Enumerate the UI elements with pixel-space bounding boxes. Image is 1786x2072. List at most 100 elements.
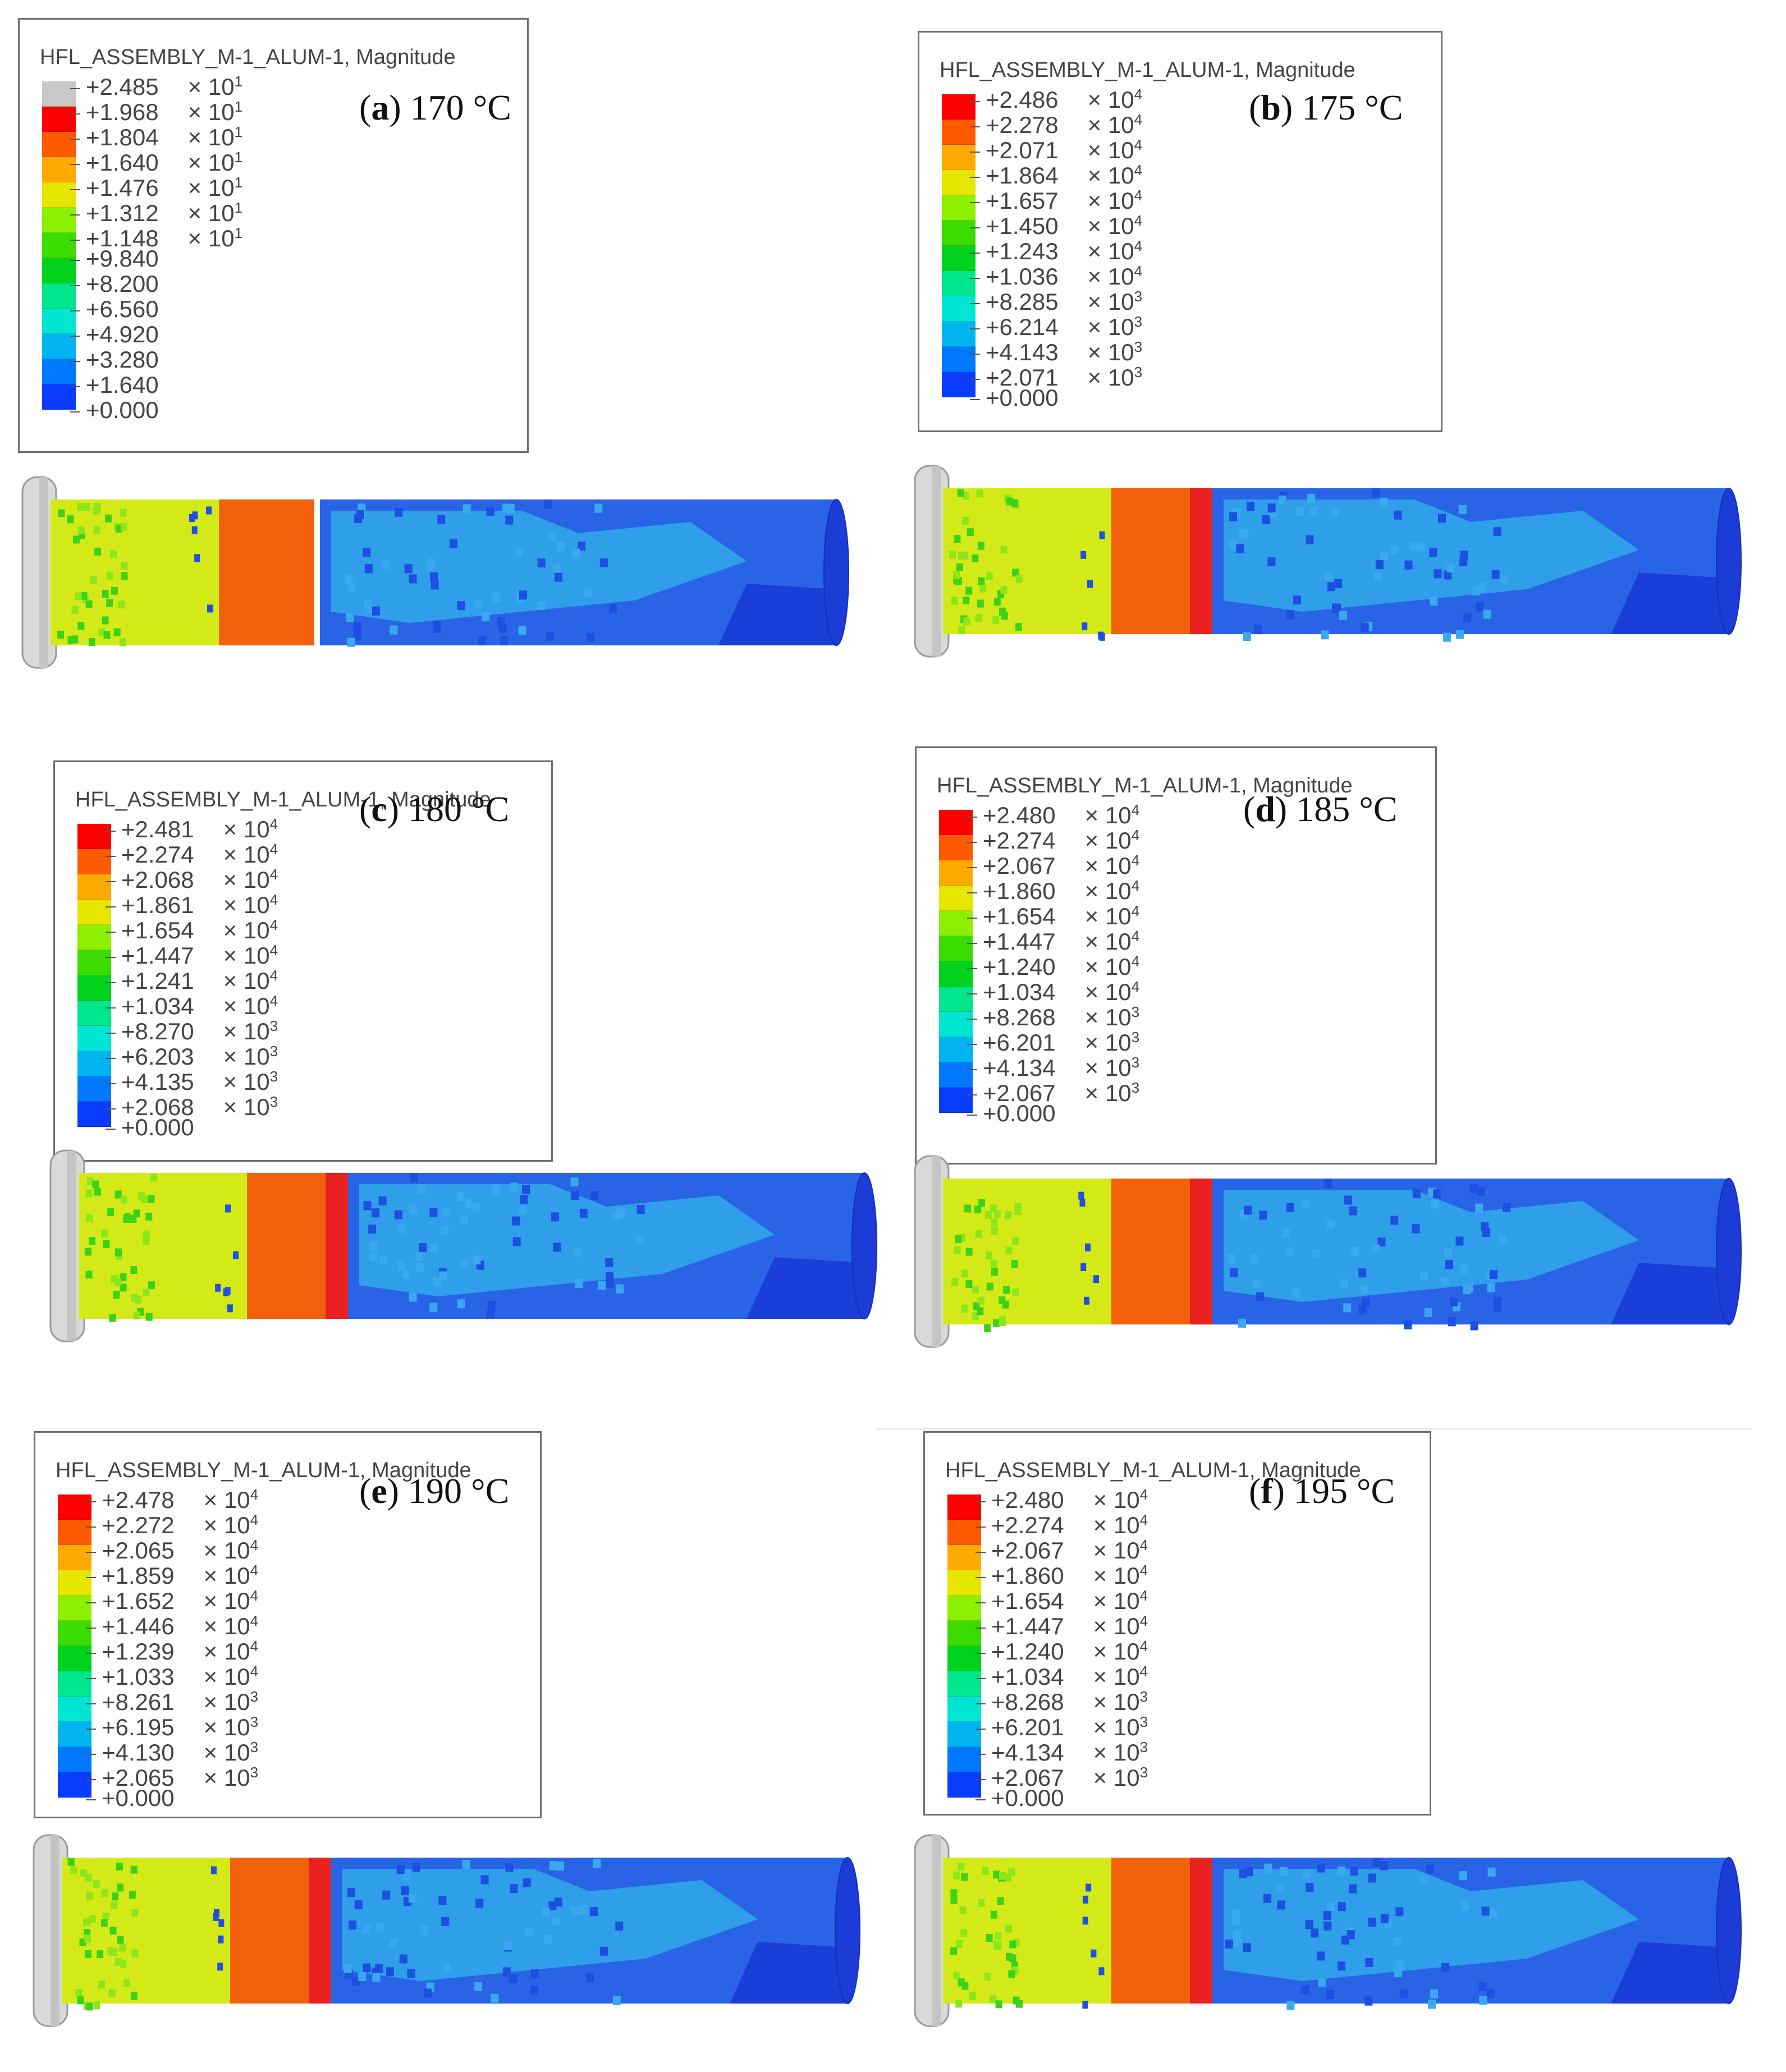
legend-number: +0.000 <box>102 1785 175 1811</box>
yellow-zone <box>943 1858 1111 2004</box>
legend-tick <box>976 1501 986 1502</box>
color-swatch <box>939 835 973 860</box>
mesh-cell <box>593 1859 601 1868</box>
mesh-cell <box>556 1862 565 1871</box>
mesh-cell <box>1323 1911 1331 1920</box>
legend-exponent: × 103 <box>1081 364 1143 391</box>
mesh-cell <box>1327 582 1335 592</box>
mesh-cell <box>1243 1943 1251 1952</box>
mesh-cell <box>412 1863 420 1872</box>
legend-number: +2.274 <box>121 841 194 868</box>
legend-tick <box>967 892 977 893</box>
mesh-cell <box>1448 1317 1456 1327</box>
mesh-cell <box>1350 1866 1358 1876</box>
legend-tick <box>967 1018 977 1020</box>
mesh-cell <box>519 590 527 600</box>
mesh-cell <box>961 1304 968 1313</box>
mesh-cell <box>1483 609 1491 619</box>
mesh-cell <box>423 1988 432 1998</box>
mesh-cell <box>88 638 95 647</box>
mesh-cell <box>93 507 100 515</box>
mesh-cell <box>1238 1318 1247 1328</box>
legend-tick <box>86 1703 96 1704</box>
legend-tick <box>106 855 116 857</box>
mesh-cell <box>117 1883 124 1892</box>
mesh-cell <box>995 1942 1002 1951</box>
panel-e: HFL_ASSEMBLY_M-1_ALUM-1, Magnitude +2.478… <box>0 1381 892 2071</box>
mesh-cell <box>990 1260 997 1268</box>
mesh-cell <box>399 1954 407 1964</box>
mesh-cell <box>1486 1989 1495 1998</box>
mesh-cell <box>1469 1184 1478 1193</box>
mesh-cell <box>438 1271 447 1281</box>
mesh-cell <box>462 1860 470 1869</box>
legend-number: +1.034 <box>121 993 194 1019</box>
color-swatch <box>942 246 976 271</box>
color-swatch <box>42 107 76 132</box>
legend-value: +1.241 × 104 <box>106 963 278 993</box>
mesh-cell <box>512 1237 521 1246</box>
mesh-cell <box>1285 1247 1294 1257</box>
mesh-cell <box>1005 1924 1013 1933</box>
legend-exponent: × 104 <box>1078 978 1140 1005</box>
mesh-cell <box>71 606 79 614</box>
mesh-cell <box>1331 508 1339 517</box>
mesh-cell <box>77 526 85 534</box>
legend-values: +2.486 × 104 +2.278 × 104 +2.071 × 104 +1.8… <box>970 82 1143 410</box>
mesh-cell <box>486 1309 494 1319</box>
legend-value: +2.067 × 104 <box>967 848 1139 878</box>
legend-tick <box>976 1576 986 1578</box>
mesh-cell <box>1431 1199 1439 1209</box>
mesh-cell <box>1404 560 1413 570</box>
legend-number: +1.447 <box>991 1613 1064 1639</box>
color-swatch <box>77 950 111 975</box>
mesh-cell <box>1399 1989 1408 1998</box>
mesh-cell <box>1445 1260 1453 1269</box>
legend-values: +2.481 × 104 +2.274 × 104 +2.068 × 104 +1.8… <box>106 812 278 1140</box>
mesh-cell <box>86 2002 93 2011</box>
mesh-cell <box>115 1958 122 1966</box>
legend-value: +4.134 × 103 <box>976 1735 1148 1765</box>
mesh-cell <box>957 489 964 497</box>
mesh-cell <box>1460 551 1468 560</box>
legend-value: +6.214 × 103 <box>970 309 1142 340</box>
mesh-cell <box>1409 542 1418 551</box>
panel-caption: (b) 175 °C <box>1249 87 1403 129</box>
legend-tick <box>976 1551 986 1553</box>
mesh-cell <box>1395 1959 1404 1969</box>
mesh-cell <box>1286 610 1295 620</box>
mesh-cell <box>1372 1244 1380 1254</box>
legend-exponent: × 104 <box>1087 1612 1148 1639</box>
legend-tick <box>970 277 980 279</box>
legend-tick <box>86 1526 96 1528</box>
cylinder-end <box>1716 1178 1742 1325</box>
light-blue-zone <box>1224 1869 1639 1981</box>
red-zone <box>309 1858 331 2004</box>
mesh-cell <box>456 1191 465 1201</box>
mesh-cell <box>993 598 1001 606</box>
legend-exponent: × 104 <box>1078 928 1140 955</box>
mesh-cell <box>1417 542 1425 552</box>
mesh-cell <box>394 1210 402 1220</box>
mesh-cell <box>67 1858 75 1866</box>
mesh-cell <box>113 628 121 636</box>
mesh-cell <box>1459 1871 1467 1881</box>
mesh-cell <box>102 1912 109 1920</box>
mesh-cell <box>1244 1205 1252 1215</box>
caption-temperature: 195 °C <box>1293 1471 1395 1511</box>
legend-tick <box>976 1703 986 1704</box>
legend-exponent: × 103 <box>1078 1003 1140 1030</box>
mesh-cell <box>1461 1901 1469 1911</box>
legend-tick <box>86 1576 96 1578</box>
mesh-cell <box>1419 1875 1428 1885</box>
mesh-cell <box>1334 579 1343 589</box>
legend-value: +2.067 × 104 <box>976 1533 1148 1563</box>
legend-exponent: × 104 <box>217 942 278 969</box>
legend-exponent: × 104 <box>1087 1486 1148 1513</box>
mesh-cell <box>192 511 198 520</box>
legend-exponent: × 104 <box>217 841 278 868</box>
mesh-cell <box>90 576 97 584</box>
mesh-cell <box>510 1884 518 1894</box>
mesh-cell <box>103 1240 110 1248</box>
mesh-cell <box>1372 488 1380 498</box>
